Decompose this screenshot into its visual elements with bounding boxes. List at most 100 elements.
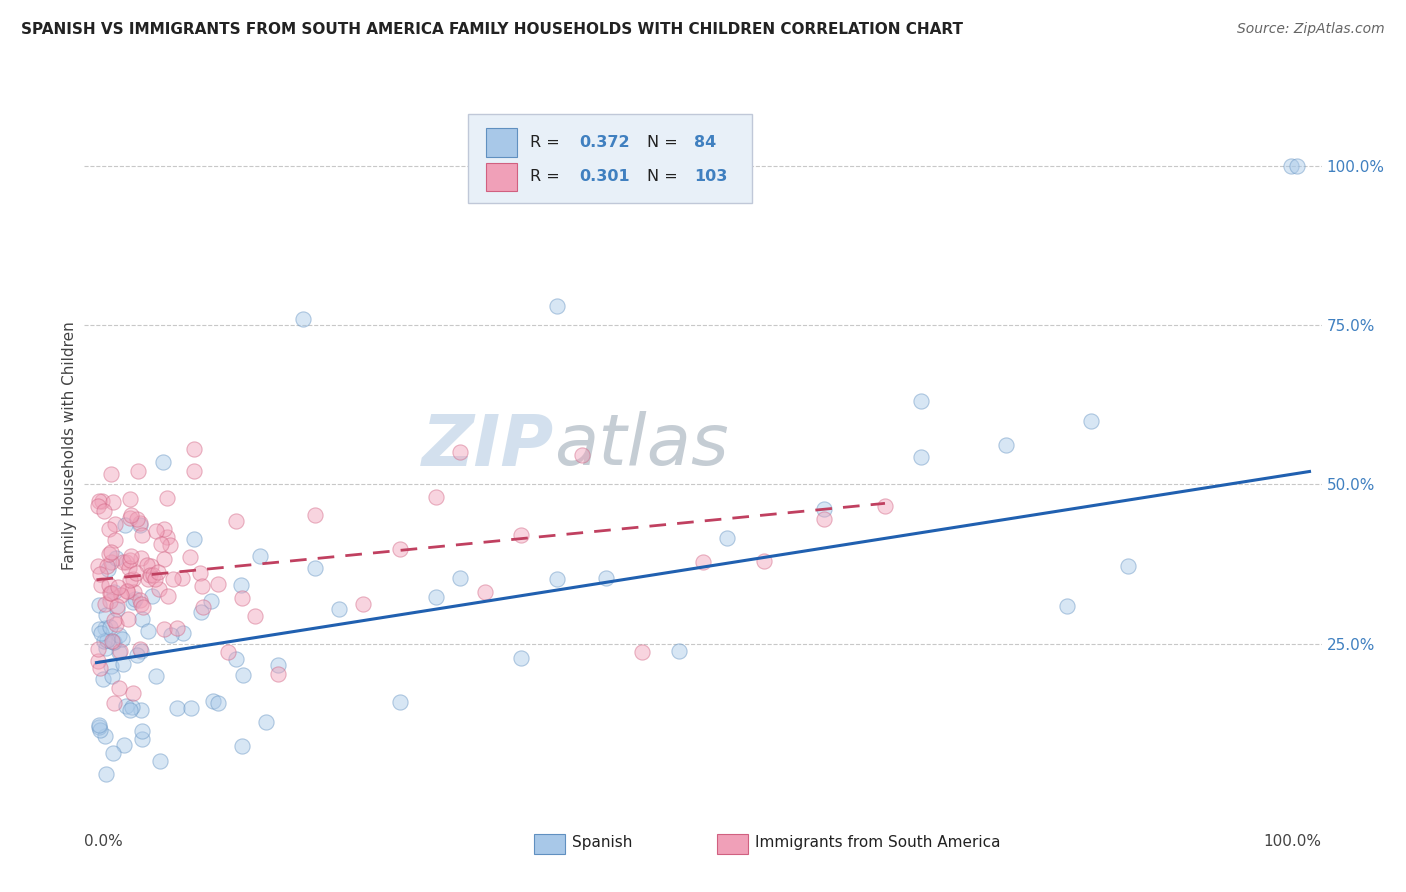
Point: [449, 445, 471, 459]
Point: [118, 511, 141, 525]
Text: 103: 103: [695, 169, 728, 185]
Point: [131, 731, 153, 746]
Point: [1080, 413, 1102, 427]
Point: [107, 581, 129, 595]
Point: [232, 668, 254, 682]
Point: [145, 524, 167, 538]
Point: [256, 715, 278, 730]
Text: 0.372: 0.372: [579, 136, 630, 150]
Point: [162, 572, 184, 586]
Point: [328, 602, 350, 616]
Point: [117, 612, 139, 626]
Point: [546, 572, 568, 586]
Point: [231, 591, 253, 605]
Point: [118, 492, 141, 507]
Point: [131, 528, 153, 542]
Point: [183, 442, 205, 457]
Point: [93, 621, 115, 635]
Point: [207, 696, 229, 710]
Point: [86, 499, 108, 513]
Point: [129, 644, 152, 658]
Point: [98, 593, 121, 607]
Text: Immigrants from South America: Immigrants from South America: [755, 836, 1001, 850]
Point: [183, 532, 205, 546]
Text: atlas: atlas: [554, 411, 730, 481]
Point: [118, 703, 141, 717]
Point: [128, 641, 150, 656]
Point: [160, 627, 183, 641]
Point: [105, 599, 128, 613]
Point: [101, 669, 124, 683]
Point: [668, 644, 690, 658]
Point: [104, 516, 127, 531]
Point: [103, 635, 125, 649]
Point: [121, 700, 143, 714]
Point: [87, 622, 110, 636]
Point: [120, 508, 142, 522]
Point: [101, 633, 124, 648]
Point: [229, 578, 252, 592]
Point: [304, 561, 326, 575]
Point: [87, 654, 110, 668]
Point: [143, 572, 166, 586]
Point: [225, 652, 247, 666]
Point: [153, 552, 176, 566]
Point: [100, 586, 122, 600]
Point: [141, 589, 163, 603]
Point: [910, 450, 932, 464]
Point: [752, 554, 775, 568]
Point: [100, 556, 122, 570]
Point: [546, 299, 568, 313]
Text: 100.0%: 100.0%: [1264, 834, 1322, 849]
Point: [127, 648, 149, 663]
Text: 0.0%: 0.0%: [84, 834, 124, 849]
Point: [159, 538, 181, 552]
Point: [105, 602, 128, 616]
Point: [352, 597, 374, 611]
Point: [146, 565, 169, 579]
Point: [1286, 159, 1309, 173]
Point: [180, 701, 202, 715]
Point: [129, 551, 152, 566]
Point: [243, 609, 266, 624]
Point: [108, 681, 131, 696]
Point: [200, 594, 222, 608]
Point: [449, 571, 471, 585]
Point: [122, 685, 145, 699]
FancyBboxPatch shape: [486, 128, 517, 157]
Point: [91, 493, 114, 508]
Point: [103, 634, 125, 648]
Point: [124, 591, 146, 606]
Point: [149, 537, 172, 551]
Point: [249, 549, 271, 563]
Text: 84: 84: [695, 136, 717, 150]
Point: [97, 578, 120, 592]
Point: [103, 696, 125, 710]
Point: [156, 589, 179, 603]
Point: [145, 669, 167, 683]
Point: [131, 597, 153, 611]
Point: [141, 559, 163, 574]
Point: [89, 661, 111, 675]
FancyBboxPatch shape: [486, 162, 517, 191]
Point: [108, 645, 131, 659]
Point: [89, 566, 111, 581]
Point: [100, 658, 122, 673]
Point: [813, 512, 835, 526]
Point: [127, 465, 149, 479]
Point: [225, 514, 247, 528]
Point: [114, 518, 136, 533]
FancyBboxPatch shape: [468, 114, 752, 203]
Point: [111, 657, 134, 671]
Point: [631, 645, 654, 659]
Point: [94, 608, 117, 623]
Point: [1279, 159, 1302, 173]
Point: [100, 545, 122, 559]
Text: R =: R =: [530, 169, 565, 185]
Point: [304, 508, 326, 523]
Point: [995, 438, 1018, 452]
Point: [813, 501, 835, 516]
Point: [121, 595, 143, 609]
Point: [136, 558, 159, 572]
Point: [110, 588, 132, 602]
